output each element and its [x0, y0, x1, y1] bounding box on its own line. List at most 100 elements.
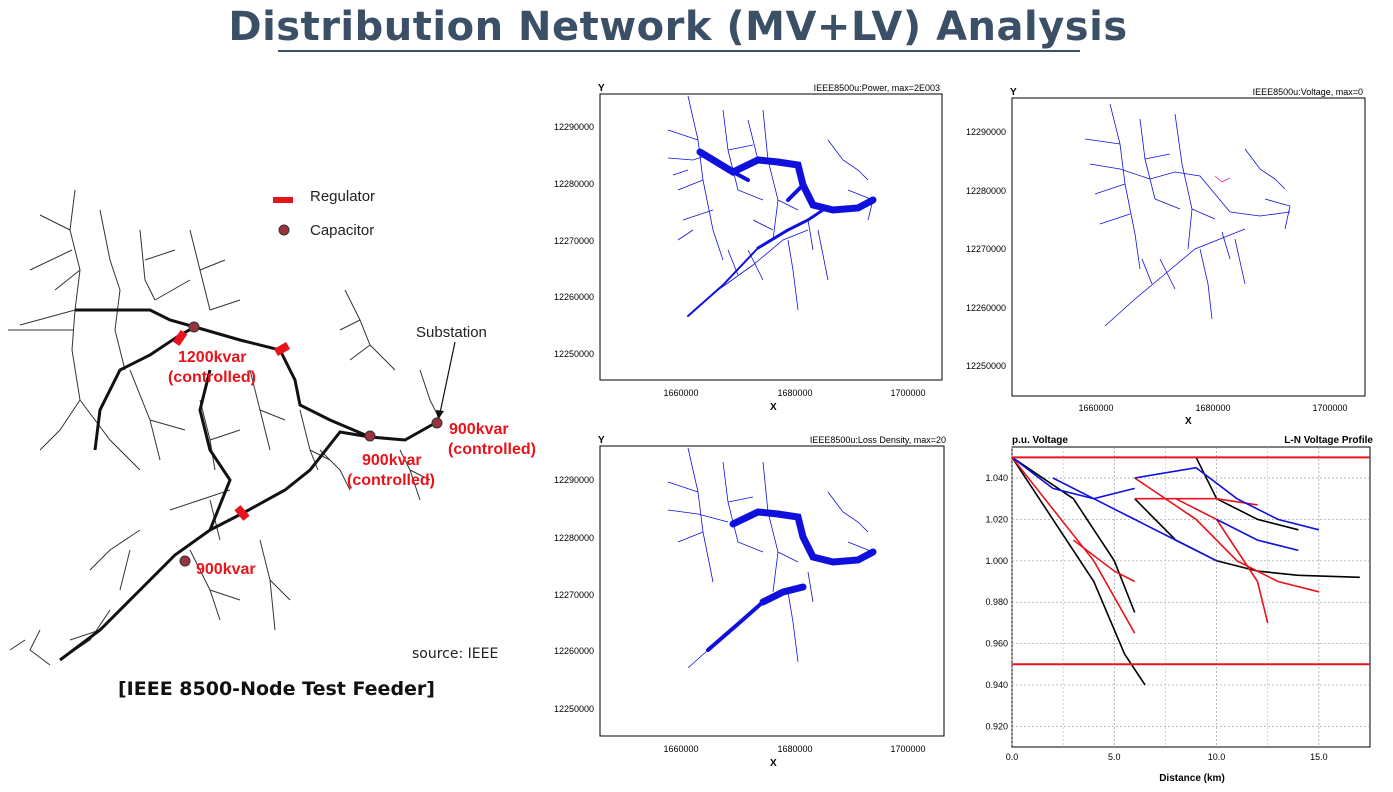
voltage-ytick: 12250000	[966, 361, 1006, 371]
regulator-icon	[273, 342, 291, 356]
loss-title: IEEE8500u:Loss Density, max=20	[810, 435, 946, 445]
profile-ylabel: p.u. Voltage	[1012, 435, 1068, 446]
power-ytick: 12270000	[554, 236, 594, 246]
substation-arrow	[439, 341, 456, 414]
voltage-profile-chart: p.u. Voltage L-N Voltage Profile 1.040 1.…	[960, 432, 1380, 787]
profile-series-line	[1011, 456, 1136, 634]
power-xtick: 1700000	[890, 388, 925, 398]
capacitor-icon	[188, 321, 200, 333]
feeder-laterals	[8, 189, 441, 666]
voltage-plot: Y IEEE8500u:Voltage, max=0 12290000 1228…	[960, 84, 1370, 429]
loss-network-thick	[706, 508, 877, 652]
voltage-xtick: 1660000	[1078, 403, 1113, 413]
cap-900b-mode: (controlled)	[448, 441, 536, 458]
profile-ytick: 0.980	[985, 597, 1008, 607]
loss-plot: Y IEEE8500u:Loss Density, max=20 1229000…	[548, 432, 948, 772]
cap-900c-kvar: 900kvar	[196, 561, 256, 578]
profile-series-line	[1134, 466, 1320, 531]
capacitor-icon	[179, 555, 191, 567]
feeder-svg: Regulator Capacitor Substation 1200kvar …	[8, 188, 536, 666]
loss-ytick: 12250000	[554, 704, 594, 714]
profile-series-line	[1134, 498, 1360, 579]
power-network-thick	[687, 148, 877, 317]
legend-regulator: Regulator	[310, 188, 375, 205]
loss-ytick: 12290000	[554, 475, 594, 485]
profile-xtick: 10.0	[1208, 752, 1226, 762]
voltage-ylabel: Y	[1010, 87, 1017, 98]
capacitor-legend-icon	[278, 224, 290, 236]
profile-series	[1011, 456, 1360, 686]
figure-caption: [IEEE 8500-Node Test Feeder]	[118, 678, 435, 700]
loss-ylabel: Y	[598, 435, 605, 446]
cap-900b-kvar: 900kvar	[449, 421, 509, 438]
profile-xlabel: Distance (km)	[1159, 773, 1225, 784]
loss-xtick: 1700000	[890, 744, 925, 754]
profile-series-line	[1175, 497, 1269, 624]
voltage-ytick: 12260000	[966, 303, 1006, 313]
voltage-network	[1084, 103, 1291, 327]
loss-plot-svg: Y IEEE8500u:Loss Density, max=20 1229000…	[554, 435, 946, 769]
arrow-head-icon	[436, 410, 444, 420]
profile-series-line	[1134, 477, 1320, 593]
profile-series-line	[1011, 456, 1136, 613]
loss-ytick: 12260000	[554, 646, 594, 656]
cap-900a-mode: (controlled)	[347, 472, 435, 489]
voltage-xtick: 1700000	[1312, 403, 1347, 413]
regulator-legend-icon	[273, 197, 293, 203]
feeder-diagram: Regulator Capacitor Substation 1200kvar …	[0, 170, 560, 710]
profile-yticks: 1.040 1.020 1.000 0.980 0.960 0.940 0.920	[985, 473, 1008, 731]
profile-xtick: 0.0	[1006, 752, 1019, 762]
voltage-plot-svg: Y IEEE8500u:Voltage, max=0 12290000 1228…	[966, 87, 1366, 427]
capacitor-icon	[364, 430, 376, 442]
profile-series-line	[1072, 539, 1136, 583]
profile-series-line	[1052, 477, 1135, 500]
loss-ytick: 12280000	[554, 533, 594, 543]
profile-ytick: 1.000	[985, 556, 1008, 566]
power-ytick: 12280000	[554, 179, 594, 189]
profile-series-line	[1216, 518, 1299, 552]
profile-ytick: 0.940	[985, 680, 1008, 690]
profile-limits	[1012, 456, 1370, 666]
profile-xticks: 0.0 5.0 10.0 15.0	[1006, 752, 1328, 762]
profile-ytick: 0.920	[985, 721, 1008, 731]
power-xtick: 1680000	[777, 388, 812, 398]
profile-ytick: 1.020	[985, 514, 1008, 524]
capacitor-icon	[431, 417, 443, 429]
power-xlabel: X	[770, 402, 777, 413]
profile-xtick: 5.0	[1108, 752, 1121, 762]
voltage-xlabel: X	[1185, 416, 1192, 427]
voltage-profile-svg: p.u. Voltage L-N Voltage Profile 1.0401.…	[985, 435, 1373, 784]
loss-xtick: 1680000	[777, 744, 812, 754]
cap-900a-kvar: 900kvar	[362, 452, 422, 469]
profile-ytick: 1.040	[985, 473, 1008, 483]
loss-xlabel: X	[770, 758, 777, 769]
voltage-ytick: 12280000	[966, 186, 1006, 196]
power-ytick: 12260000	[554, 292, 594, 302]
voltage-ytick: 12290000	[966, 127, 1006, 137]
power-plot-svg: Y IEEE8500u:Power, max=2E003 12290000 12…	[554, 83, 943, 413]
legend-capacitor: Capacitor	[310, 222, 374, 239]
profile-ytick: 0.960	[985, 639, 1008, 649]
regulator-icon	[234, 505, 250, 521]
page-title: Distribution Network (MV+LV) Analysis	[228, 4, 1128, 50]
power-ytick: 12250000	[554, 349, 594, 359]
substation-label: Substation	[416, 324, 487, 341]
loss-network-thin	[667, 447, 874, 669]
feeder-mains	[59, 308, 438, 662]
cap-1200-mode: (controlled)	[168, 369, 256, 386]
source-note: source: IEEE	[412, 646, 499, 662]
profile-series-line	[1195, 456, 1299, 531]
power-ytick: 12290000	[554, 122, 594, 132]
power-xtick: 1660000	[663, 388, 698, 398]
profile-title: L-N Voltage Profile	[1284, 435, 1373, 446]
cap-1200-kvar: 1200kvar	[178, 349, 247, 366]
loss-frame	[599, 445, 945, 737]
profile-series-line	[1134, 497, 1258, 506]
voltage-title: IEEE8500u:Voltage, max=0	[1253, 87, 1363, 97]
power-ylabel: Y	[598, 83, 605, 94]
loss-ytick: 12270000	[554, 590, 594, 600]
profile-xtick: 15.0	[1310, 752, 1328, 762]
title-underline	[278, 50, 1080, 52]
profile-series-line	[1011, 456, 1217, 562]
power-plot: Y IEEE8500u:Power, max=2E003 12290000 12…	[548, 80, 948, 415]
